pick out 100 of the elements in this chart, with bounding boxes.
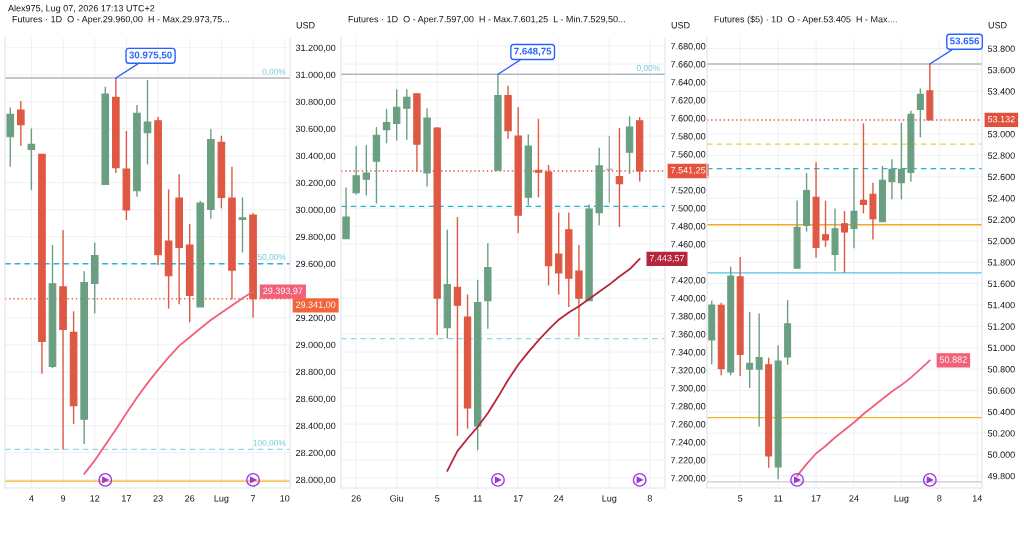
y-tick-label: 52.800 — [987, 152, 1015, 159]
y-tick-label: 53.600 — [987, 66, 1015, 74]
chart-title: Futures ($5) · 1D O - Aper.53.405 H - Max.... — [714, 15, 897, 25]
y-tick-label: 29.000,00 — [296, 341, 336, 350]
y-tick-label: 7.580,00 — [671, 133, 706, 141]
y-tick-label: 7.500,00 — [671, 205, 706, 213]
chart-title: Futures · 1D O - Aper.29.960,00 H - Max.29.973,75... — [12, 15, 229, 25]
x-tick-label: Lug — [214, 495, 229, 504]
x-tick-label: Lug — [894, 495, 909, 504]
y-tick-label: 7.240,00 — [671, 439, 706, 447]
text: Alex975, Lug 07, 2026 17:13 UTC+2 — [8, 4, 155, 14]
y-tick-label: 51.200 — [987, 323, 1015, 330]
y-tick-label: 53.800 — [987, 45, 1015, 52]
y-tick-label: 7.600,00 — [671, 115, 706, 123]
candlestick — [554, 211, 563, 296]
annotation: 7.648,75 — [514, 47, 552, 57]
y-tick-label: 53.000 — [987, 131, 1015, 138]
candlestick — [746, 311, 754, 389]
y-tick-label: 28.400,00 — [296, 422, 336, 431]
y-tick-label: 29.600,00 — [296, 260, 336, 269]
y-tick-label: 52.000 — [987, 237, 1015, 245]
y-tick-label: 30.000,00 — [295, 206, 336, 215]
x-tick-label: 14 — [972, 495, 983, 502]
y-tick-label: 7.340,00 — [671, 349, 706, 357]
x-tick-label: 11 — [774, 495, 783, 502]
candlestick — [859, 122, 867, 215]
y-tick-label: 51.800 — [987, 259, 1015, 266]
candlestick — [850, 167, 858, 250]
chart-title: Futures · 1D O - Aper.7.597,00 H - Max.7.601,25 L - Min.7.529,50... — [348, 15, 625, 25]
y-tick-label: 50.800 — [987, 366, 1015, 373]
y-tick-label: 51.600 — [987, 280, 1015, 287]
y-tick-label: 30.800,00 — [295, 98, 336, 107]
y-tick-label: 51.000 — [987, 344, 1015, 352]
data-label: 7.443,57 — [649, 254, 685, 263]
y-tick-label: 30.400,00 — [295, 152, 336, 161]
x-tick-label: 26 — [351, 495, 361, 502]
x-tick-label: 4 — [29, 495, 34, 502]
candlestick — [382, 108, 391, 144]
x-tick-label: 24 — [554, 495, 564, 502]
y-tick-label: 7.660,00 — [671, 61, 706, 69]
y-tick-label: 28.800,00 — [296, 368, 336, 377]
x-tick-label: Lug — [602, 495, 617, 504]
annotation: 50,00% — [257, 254, 286, 261]
y-tick-label: 7.520,00 — [671, 187, 706, 195]
y-tick-label: 7.480,00 — [671, 223, 706, 231]
annotation: 30.975,50 — [129, 51, 172, 60]
y-tick-label: 52.200 — [987, 216, 1015, 223]
annotation: 0,00% — [636, 65, 660, 72]
x-tick-label: 9 — [60, 495, 66, 502]
annotation: 0,00% — [262, 68, 286, 76]
y-axis-title: USD — [671, 22, 690, 29]
candlestick — [897, 122, 905, 201]
x-tick-label: 17 — [122, 495, 131, 502]
y-tick-label: 50.200 — [987, 430, 1015, 437]
y-tick-label: 7.300,00 — [671, 385, 706, 393]
y-tick-label: 7.680,00 — [671, 43, 706, 51]
y-axis-title: USD — [296, 22, 315, 29]
candlestick — [822, 200, 830, 248]
line-series — [83, 290, 254, 475]
annotation: 53.656 — [950, 37, 980, 45]
x-tick-label: 11 — [473, 495, 482, 502]
y-tick-label: 7.460,00 — [671, 241, 706, 249]
y-tick-label: 28.200,00 — [296, 449, 336, 458]
data-label: 50.882 — [939, 356, 967, 363]
x-tick-label: 17 — [811, 495, 821, 502]
x-tick-label: 5 — [738, 495, 743, 502]
y-tick-label: 50.600 — [987, 387, 1015, 394]
x-tick-label: 7 — [251, 495, 256, 502]
x-tick-label: 26 — [185, 495, 195, 502]
candlestick — [392, 88, 401, 142]
annotation: 100,00% — [253, 439, 286, 447]
candlestick — [755, 312, 763, 428]
y-tick-label: 52.600 — [987, 173, 1015, 181]
y-tick-label: 52.400 — [987, 195, 1015, 202]
y-tick-label: 28.000,00 — [296, 476, 336, 485]
x-tick-label: 10 — [280, 495, 290, 502]
candlestick — [352, 145, 360, 196]
x-tick-label: 23 — [153, 495, 163, 502]
y-tick-label: 7.200,00 — [671, 475, 706, 483]
x-tick-label: Giu — [390, 494, 404, 502]
x-tick-label: 5 — [435, 495, 440, 502]
candlestick — [17, 100, 25, 147]
y-tick-label: 29.800,00 — [296, 233, 336, 242]
y-tick-label: 7.560,00 — [671, 151, 706, 159]
y-tick-label: 7.360,00 — [671, 331, 706, 339]
candlestick — [6, 106, 15, 168]
y-tick-label: 7.280,00 — [671, 403, 706, 411]
ref-line-label: 53.132 — [987, 115, 1015, 123]
y-tick-label: 7.420,00 — [671, 277, 706, 285]
y-tick-label: 7.640,00 — [671, 79, 706, 87]
line-series — [446, 257, 641, 472]
candlestick — [238, 196, 247, 254]
y-tick-label: 53.400 — [987, 88, 1015, 95]
y-tick-label: 29.200,00 — [296, 314, 336, 323]
candlestick — [342, 186, 350, 240]
y-tick-label: 31.200,00 — [295, 44, 336, 53]
y-tick-label: 49.800 — [987, 472, 1015, 480]
x-tick-label: 8 — [647, 495, 652, 502]
x-tick-label: 8 — [937, 495, 942, 502]
ref-line-label: 7.541,25 — [671, 167, 706, 175]
